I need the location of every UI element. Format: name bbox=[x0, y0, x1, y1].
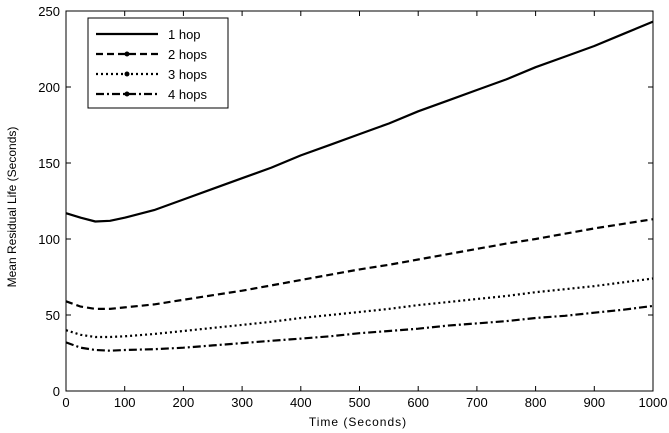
x-tick-label: 600 bbox=[407, 395, 429, 410]
x-tick-label: 1000 bbox=[639, 395, 668, 410]
legend-marker-2 bbox=[124, 51, 130, 57]
y-tick-label: 150 bbox=[38, 156, 60, 171]
x-tick-label: 900 bbox=[583, 395, 605, 410]
series-line-4 bbox=[65, 304, 654, 352]
legend: 1 hop 2 hops 3 hops 4 hops bbox=[87, 17, 229, 109]
x-tick-label: 300 bbox=[231, 395, 253, 410]
x-tick-label: 800 bbox=[525, 395, 547, 410]
legend-label-2: 2 hops bbox=[168, 47, 208, 62]
series-line-1 bbox=[65, 20, 654, 223]
legend-marker-4 bbox=[124, 91, 130, 97]
x-axis-title: Time (Seconds) bbox=[309, 415, 407, 429]
y-tick-label: 0 bbox=[53, 384, 60, 399]
legend-label-1: 1 hop bbox=[168, 27, 201, 42]
plot-area: 0 100 200 300 400 500 600 700 800 900 1000 0 50 100 15… bbox=[38, 4, 667, 410]
x-tick-label: 200 bbox=[173, 395, 195, 410]
legend-label-4: 4 hops bbox=[168, 87, 208, 102]
x-tick-label: 0 bbox=[62, 395, 69, 410]
y-axis-title: Mean Residual Life (Seconds) bbox=[5, 127, 19, 288]
x-tick-label: 700 bbox=[466, 395, 488, 410]
y-tick-label: 50 bbox=[46, 308, 60, 323]
y-tick-label: 250 bbox=[38, 4, 60, 19]
x-tick-label: 500 bbox=[349, 395, 371, 410]
x-tick-label: 100 bbox=[114, 395, 136, 410]
x-tick-label: 400 bbox=[290, 395, 312, 410]
y-tick-label: 100 bbox=[38, 232, 60, 247]
legend-marker-3 bbox=[124, 71, 130, 77]
legend-label-3: 3 hops bbox=[168, 67, 208, 82]
series-line-3 bbox=[65, 277, 654, 339]
y-tick-label: 200 bbox=[38, 80, 60, 95]
series-line-2 bbox=[65, 218, 654, 310]
